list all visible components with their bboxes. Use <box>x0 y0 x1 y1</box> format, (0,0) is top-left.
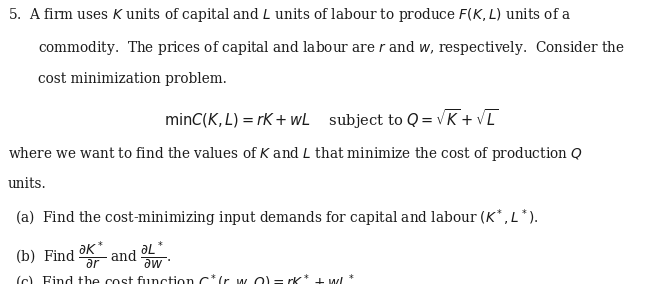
Text: $\min C(K,L) = rK + wL\quad$ subject to $Q = \sqrt{K} + \sqrt{L}$: $\min C(K,L) = rK + wL\quad$ subject to … <box>164 107 498 131</box>
Text: (b)  Find $\dfrac{\partial K^*}{\partial r}$ and $\dfrac{\partial L^*}{\partial : (b) Find $\dfrac{\partial K^*}{\partial … <box>15 239 171 272</box>
Text: where we want to find the values of $K$ and $L$ that minimize the cost of produc: where we want to find the values of $K$ … <box>8 145 583 163</box>
Text: (c)  Find the cost function $C^*(r, w, Q) = rK^* + wL^*$.: (c) Find the cost function $C^*(r, w, Q)… <box>15 273 361 284</box>
Text: (a)  Find the cost-minimizing input demands for capital and labour $(K^*, L^*)$.: (a) Find the cost-minimizing input deman… <box>15 207 538 229</box>
Text: 5.  A firm uses $K$ units of capital and $L$ units of labour to produce $F(K,L)$: 5. A firm uses $K$ units of capital and … <box>8 6 571 24</box>
Text: units.: units. <box>8 178 47 191</box>
Text: commodity.  The prices of capital and labour are $r$ and $w$, respectively.  Con: commodity. The prices of capital and lab… <box>38 39 626 57</box>
Text: cost minimization problem.: cost minimization problem. <box>38 72 227 85</box>
